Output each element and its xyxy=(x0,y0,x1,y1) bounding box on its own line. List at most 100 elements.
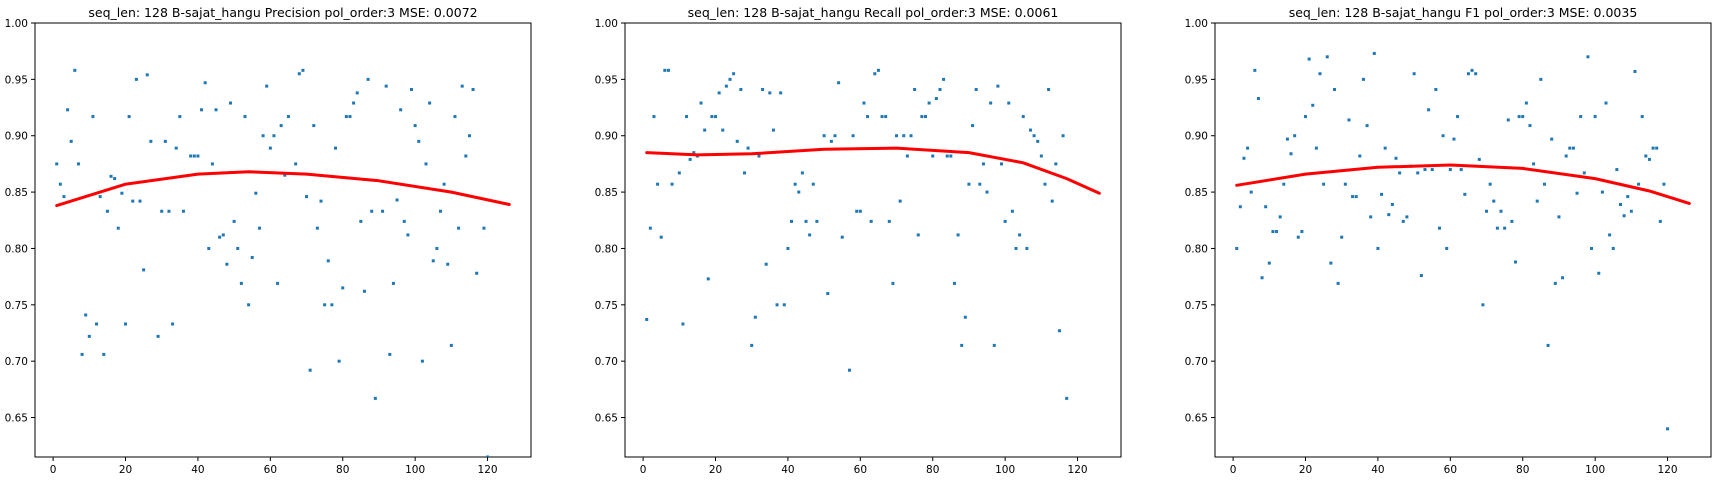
y-tick-label: 0.80 xyxy=(5,243,28,255)
data-point xyxy=(692,151,696,155)
x-tick-label: 80 xyxy=(336,464,349,476)
data-point xyxy=(1318,72,1322,76)
data-point xyxy=(124,322,128,326)
data-point xyxy=(1564,154,1568,158)
data-point xyxy=(1057,329,1061,333)
data-point xyxy=(884,115,888,119)
data-point xyxy=(171,322,175,326)
data-point xyxy=(261,134,265,138)
data-point xyxy=(742,171,746,175)
data-point xyxy=(352,101,356,105)
y-tick-label: 0.80 xyxy=(595,243,618,255)
data-point xyxy=(181,209,185,213)
data-point xyxy=(895,134,899,138)
data-point xyxy=(467,134,471,138)
data-point xyxy=(1311,103,1315,107)
data-point xyxy=(688,157,692,161)
data-point xyxy=(413,124,417,128)
data-point xyxy=(428,101,432,105)
data-point xyxy=(55,162,59,166)
data-point xyxy=(355,91,359,95)
data-point xyxy=(1380,192,1384,196)
data-point xyxy=(95,322,99,326)
data-point xyxy=(1050,199,1054,203)
data-point xyxy=(710,115,714,119)
data-point xyxy=(956,233,960,237)
data-point xyxy=(1014,246,1018,250)
data-point xyxy=(1394,156,1398,160)
data-point xyxy=(822,134,826,138)
data-point xyxy=(927,101,931,105)
x-tick-label: 60 xyxy=(1444,464,1457,476)
data-point xyxy=(963,315,967,319)
data-point xyxy=(753,315,757,319)
data-point xyxy=(779,91,783,95)
data-point xyxy=(1271,230,1275,234)
data-point xyxy=(681,322,685,326)
data-point xyxy=(1405,215,1409,219)
data-point xyxy=(855,209,859,213)
data-point xyxy=(826,292,830,296)
data-point xyxy=(1267,261,1271,265)
x-tick-label: 20 xyxy=(709,464,722,476)
data-point xyxy=(1539,77,1543,81)
data-point xyxy=(1021,115,1025,119)
data-point xyxy=(1521,115,1525,119)
data-point xyxy=(1065,396,1069,400)
data-point xyxy=(138,199,142,203)
data-point xyxy=(1282,182,1286,186)
data-point xyxy=(829,139,833,143)
data-point xyxy=(1615,168,1619,172)
x-tick-label: 100 xyxy=(405,464,425,476)
y-tick-label: 0.85 xyxy=(595,187,618,199)
data-points xyxy=(645,68,1069,400)
data-point xyxy=(1629,209,1633,213)
data-point xyxy=(229,101,233,105)
data-point xyxy=(406,233,410,237)
y-tick-label: 0.70 xyxy=(1185,356,1208,368)
data-point xyxy=(808,233,812,237)
data-point xyxy=(1249,190,1253,194)
data-point xyxy=(1626,195,1630,199)
data-point xyxy=(1571,146,1575,150)
data-point xyxy=(1322,182,1326,186)
data-point xyxy=(1376,246,1380,250)
data-point xyxy=(1007,101,1011,105)
data-point xyxy=(1662,182,1666,186)
data-point xyxy=(862,101,866,105)
x-tick-label: 80 xyxy=(1516,464,1529,476)
fit-curve xyxy=(1235,163,1691,205)
data-point xyxy=(1416,171,1420,175)
x-tick-label: 0 xyxy=(50,464,57,476)
data-point xyxy=(746,146,750,150)
data-point xyxy=(435,246,439,250)
data-point xyxy=(1640,115,1644,119)
data-point xyxy=(873,72,877,76)
data-point xyxy=(905,154,909,158)
data-point xyxy=(1477,157,1481,161)
data-point xyxy=(449,343,453,347)
x-tick-label: 100 xyxy=(995,464,1015,476)
data-point xyxy=(1430,168,1434,172)
data-point xyxy=(279,124,283,128)
data-point xyxy=(1456,115,1460,119)
y-tick-label: 0.70 xyxy=(595,356,618,368)
y-tick-label: 1.00 xyxy=(595,18,618,30)
data-point xyxy=(887,219,891,223)
data-point xyxy=(876,68,880,72)
data-point xyxy=(1655,146,1659,150)
data-point xyxy=(330,303,334,307)
data-point xyxy=(971,124,975,128)
data-point xyxy=(1434,88,1438,92)
data-point xyxy=(949,154,953,158)
data-point xyxy=(192,154,196,158)
data-point xyxy=(319,199,323,203)
data-point xyxy=(127,115,131,119)
data-point xyxy=(735,139,739,143)
data-point xyxy=(1347,118,1351,122)
data-point xyxy=(142,268,146,272)
data-point xyxy=(1557,215,1561,219)
data-point xyxy=(1289,152,1293,156)
data-point xyxy=(1061,134,1065,138)
data-point xyxy=(149,139,153,143)
